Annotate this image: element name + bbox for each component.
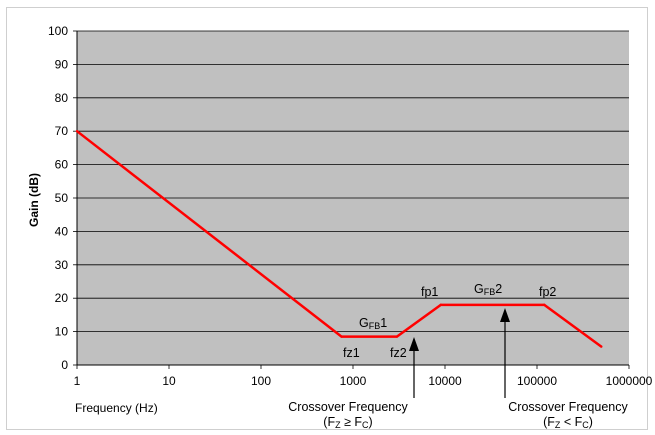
y-tick-labels: 0 10 20 30 40 50 60 70 80 90 100 (48, 24, 77, 372)
data-point (340, 335, 343, 338)
gfb2-label: GFB2 (474, 282, 502, 297)
x-tick-label: 1 (74, 374, 81, 388)
x-tick-label: 1000 (340, 374, 367, 388)
y-tick-label: 60 (55, 158, 69, 172)
y-tick-label: 80 (55, 91, 69, 105)
y-tick-label: 30 (55, 258, 69, 272)
crossover-1-line2: (FZ ≥ FC) (323, 415, 372, 430)
x-axis-label: Frequency (Hz) (75, 401, 158, 415)
y-tick-label: 70 (55, 124, 69, 138)
crossover-arrow-2 (500, 308, 510, 398)
data-point (600, 345, 603, 348)
data-point (543, 303, 546, 307)
x-tick-labels: 1 10 100 1000 10000 100000 1000000 (74, 365, 653, 388)
y-tick-label: 50 (55, 191, 69, 205)
crossover-2-line2: (FZ < FC) (543, 415, 593, 430)
fp1-label: fp1 (421, 285, 438, 299)
y-tick-label: 40 (55, 224, 69, 238)
fz1-label: fz1 (343, 346, 360, 360)
x-tick-label: 10000 (428, 374, 462, 388)
y-tick-label: 20 (55, 291, 69, 305)
y-axis-label: Gain (dB) (27, 173, 41, 227)
crossover-2-line1: Crossover Frequency (508, 400, 628, 414)
data-point (75, 130, 79, 133)
data-point (395, 335, 399, 338)
y-tick-label: 0 (61, 358, 68, 372)
gain-series-line (76, 130, 603, 348)
y-tick-label: 100 (48, 24, 68, 38)
series-points (75, 130, 603, 348)
gfb1-label: GFB1 (359, 316, 387, 331)
crossover-arrow-1 (409, 337, 419, 398)
grid-lines (77, 30, 629, 333)
data-point (439, 303, 442, 307)
x-tick-label: 1000000 (606, 374, 653, 388)
y-tick-label: 90 (55, 57, 69, 71)
fz2-label: fz2 (390, 346, 407, 360)
x-tick-label: 100000 (517, 374, 557, 388)
y-tick-label: 10 (55, 325, 69, 339)
x-tick-label: 100 (251, 374, 271, 388)
fp2-label: fp2 (539, 285, 556, 299)
x-tick-label: 10 (162, 374, 176, 388)
crossover-1-line1: Crossover Frequency (288, 400, 408, 414)
